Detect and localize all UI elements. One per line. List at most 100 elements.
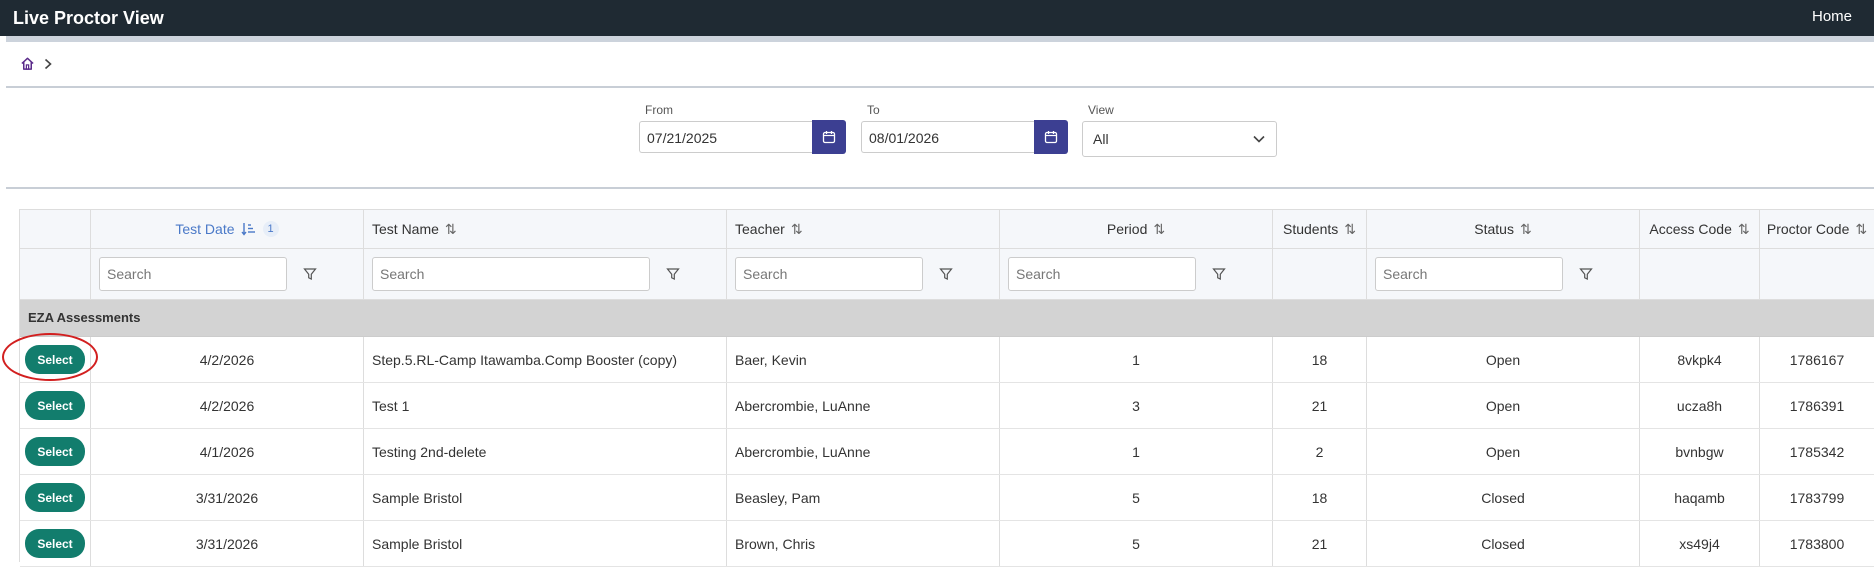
select-button[interactable]: Select [25, 483, 85, 512]
breadcrumb [20, 55, 53, 77]
from-date-input[interactable]: 07/21/2025 [639, 121, 812, 153]
teacher-cell: Abercrombie, LuAnne [727, 429, 1000, 474]
select-button[interactable]: Select [25, 437, 85, 466]
header-test-date[interactable]: Test Date 1 [91, 210, 364, 248]
to-date-input[interactable]: 08/01/2026 [861, 121, 1034, 153]
select-button[interactable]: Select [25, 345, 85, 374]
to-calendar-button[interactable] [1034, 120, 1068, 154]
proctor-code-cell: 1786391 [1760, 383, 1874, 428]
header-period[interactable]: Period ⇅ [1000, 210, 1273, 248]
search-input[interactable]: Search [99, 257, 287, 291]
group-row[interactable]: EZA Assessments [20, 300, 1874, 337]
sort-ascending-icon [240, 223, 255, 236]
view-select[interactable]: All [1082, 121, 1277, 157]
status-cell: Open [1367, 429, 1640, 474]
header-teacher[interactable]: Teacher ⇅ [727, 210, 1000, 248]
view-filter: View All [1082, 103, 1282, 159]
test-date-cell: 3/31/2026 [91, 475, 364, 520]
header-test-date-label: Test Date [175, 221, 235, 237]
filter-students [1273, 249, 1367, 299]
header-teacher-label: Teacher [735, 221, 785, 237]
status-cell: Open [1367, 383, 1640, 428]
filter-test-date: Search [91, 249, 364, 299]
filter-icon[interactable] [939, 267, 953, 281]
header-access-code[interactable]: Access Code ⇅ [1640, 210, 1760, 248]
table-row: Select 4/2/2026 Step.5.RL-Camp Itawamba.… [20, 337, 1874, 383]
view-selected-value: All [1093, 131, 1109, 147]
teacher-cell: Beasley, Pam [727, 475, 1000, 520]
view-label: View [1088, 103, 1114, 117]
table-header-row: Test Date 1 Test Name ⇅ Teacher ⇅ Period ⇅ … [20, 210, 1874, 249]
access-code-cell: bvnbgw [1640, 429, 1760, 474]
sort-icon: ⇅ [790, 220, 803, 237]
teacher-cell: Abercrombie, LuAnne [727, 383, 1000, 428]
students-cell: 2 [1273, 429, 1367, 474]
select-button[interactable]: Select [25, 529, 85, 558]
test-name-cell: Test 1 [364, 383, 727, 428]
test-name-cell: Sample Bristol [364, 521, 727, 566]
filter-icon[interactable] [303, 267, 317, 281]
select-button[interactable]: Select [25, 391, 85, 420]
chevron-right-icon [43, 57, 53, 75]
test-name-cell: Step.5.RL-Camp Itawamba.Comp Booster (co… [364, 337, 727, 382]
to-filter: To 08/01/2026 [861, 103, 1071, 159]
from-label: From [645, 103, 673, 117]
home-link[interactable]: Home [1811, 8, 1852, 25]
header-students[interactable]: Students ⇅ [1273, 210, 1367, 248]
to-label: To [867, 103, 880, 117]
filter-icon[interactable] [666, 267, 680, 281]
search-input[interactable]: Search [735, 257, 923, 291]
table-filter-row: Search Search Search Search Search [20, 249, 1874, 300]
teacher-cell: Brown, Chris [727, 521, 1000, 566]
students-cell: 21 [1273, 383, 1367, 428]
from-calendar-button[interactable] [812, 120, 846, 154]
divider [6, 187, 1874, 189]
table-row: Select 4/2/2026 Test 1 Abercrombie, LuAn… [20, 383, 1874, 429]
app-title: Live Proctor View [13, 8, 164, 28]
status-cell: Closed [1367, 475, 1640, 520]
sort-icon: ⇅ [1153, 220, 1166, 237]
header-proctor-code[interactable]: Proctor Code ⇅ [1760, 210, 1874, 248]
sort-icon: ⇅ [1519, 220, 1532, 237]
proctor-code-cell: 1785342 [1760, 429, 1874, 474]
home-icon[interactable] [20, 56, 35, 76]
filter-access-code [1640, 249, 1760, 299]
filter-teacher: Search [727, 249, 1000, 299]
sort-icon: ⇅ [1855, 220, 1868, 237]
filter-period: Search [1000, 249, 1273, 299]
header-status[interactable]: Status ⇅ [1367, 210, 1640, 248]
search-input[interactable]: Search [1008, 257, 1196, 291]
filter-icon[interactable] [1212, 267, 1226, 281]
filter-icon[interactable] [1579, 267, 1593, 281]
search-input[interactable]: Search [372, 257, 650, 291]
proctor-code-cell: 1786167 [1760, 337, 1874, 382]
teacher-cell: Baer, Kevin [727, 337, 1000, 382]
test-name-cell: Sample Bristol [364, 475, 727, 520]
filter-select-col [20, 249, 91, 299]
chevron-down-icon [1253, 135, 1265, 143]
proctor-sessions-table: Test Date 1 Test Name ⇅ Teacher ⇅ Period ⇅ … [19, 209, 1874, 567]
students-cell: 21 [1273, 521, 1367, 566]
group-label: EZA Assessments [28, 310, 141, 325]
header-status-label: Status [1474, 221, 1514, 237]
filter-test-name: Search [364, 249, 727, 299]
access-code-cell: ucza8h [1640, 383, 1760, 428]
search-input[interactable]: Search [1375, 257, 1563, 291]
header-test-name[interactable]: Test Name ⇅ [364, 210, 727, 248]
access-code-cell: xs49j4 [1640, 521, 1760, 566]
status-cell: Open [1367, 337, 1640, 382]
period-cell: 1 [1000, 429, 1273, 474]
select-cell: Select [20, 383, 91, 428]
select-cell: Select [20, 337, 91, 382]
calendar-icon [1044, 131, 1058, 144]
proctor-code-cell: 1783799 [1760, 475, 1874, 520]
sort-order-badge: 1 [262, 221, 279, 237]
test-name-cell: Testing 2nd-delete [364, 429, 727, 474]
select-cell: Select [20, 429, 91, 474]
filter-proctor-code [1760, 249, 1874, 299]
top-bar: Live Proctor View Home [0, 0, 1874, 36]
test-date-cell: 3/31/2026 [91, 521, 364, 566]
students-cell: 18 [1273, 475, 1367, 520]
test-date-cell: 4/2/2026 [91, 337, 364, 382]
header-test-name-label: Test Name [372, 221, 439, 237]
